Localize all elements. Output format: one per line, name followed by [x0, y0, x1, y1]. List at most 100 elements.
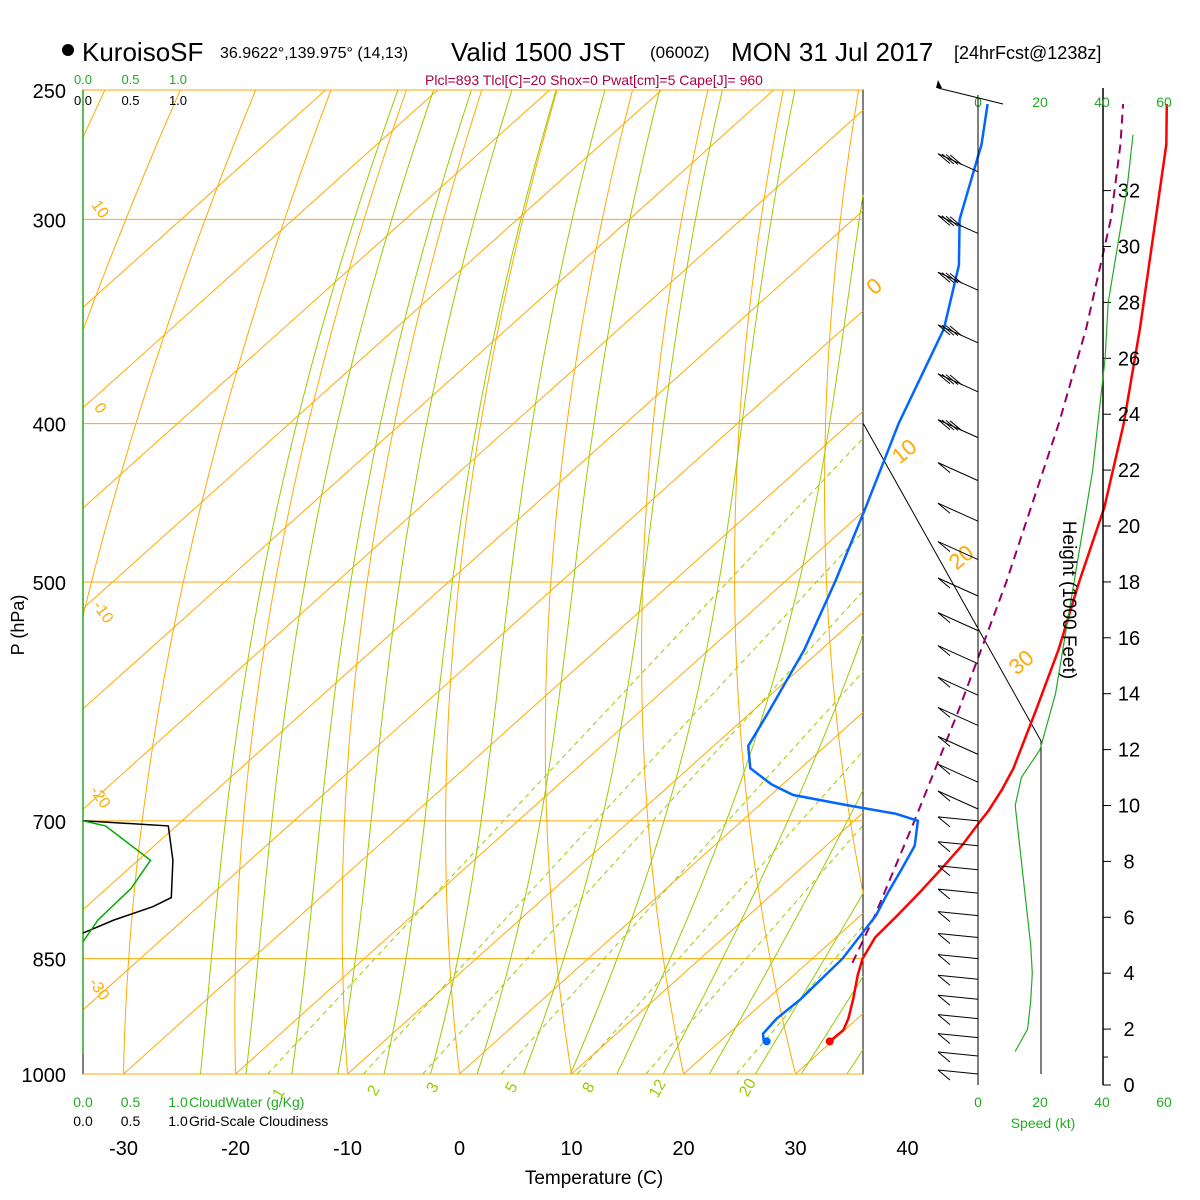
- mixing-ratio-line: [422, 590, 864, 1075]
- wind-barb-flag: [937, 1014, 951, 1026]
- station-name: KuroisoSF: [82, 37, 203, 67]
- wind-barb-flag: [945, 272, 959, 284]
- moist-adiabat-line: [662, 634, 864, 1075]
- height-tick-label: 18: [1118, 572, 1140, 594]
- cloudwater-bottom-tick: 1.0: [168, 1094, 188, 1110]
- dry-adiabat-line: [823, 89, 864, 893]
- parcel-line: [851, 104, 1125, 964]
- cloud-profile: [82, 820, 174, 943]
- isotherm-line: [459, 712, 864, 1075]
- temperature-tick-label: -30: [109, 1138, 138, 1160]
- mixing-ratio-label: 8: [580, 1080, 599, 1096]
- wind-barb: [937, 865, 979, 871]
- height-tick-label: 24: [1118, 404, 1140, 426]
- wind-barb: [937, 1051, 979, 1057]
- wind-barb-flag: [937, 790, 951, 802]
- wind-barb-flag: [937, 645, 951, 657]
- cloudiness-bottom-tick: 1.0: [168, 1113, 188, 1129]
- pressure-tick-label: 300: [33, 210, 66, 232]
- temperature-tick-label: -10: [333, 1138, 362, 1160]
- wind-barb-flag: [949, 216, 963, 227]
- height-tick-label: 28: [1118, 292, 1140, 314]
- cloudiness-bottom-tick: 0.5: [121, 1113, 141, 1129]
- moist-adiabat-line: [708, 789, 864, 1075]
- wind-barb-pennant: [936, 80, 942, 88]
- cloudiness-axis-title: Grid-Scale Cloudiness: [189, 1113, 328, 1129]
- wind-barb-flag: [941, 272, 955, 284]
- isotherm-line: [82, 210, 864, 910]
- wind-barb: [937, 706, 979, 726]
- wind-barb-flag: [945, 420, 959, 431]
- pressure-tick-label: 850: [33, 950, 66, 972]
- wind-barb-flag: [937, 153, 951, 165]
- isotherm-line: [82, 89, 326, 308]
- temperature-tick-label: 30: [784, 1138, 806, 1160]
- wind-barb: [937, 462, 979, 482]
- wind-barb: [937, 911, 979, 917]
- dry-adiabat-line: [734, 89, 796, 1075]
- temperature-tick-label: 10: [560, 1138, 582, 1160]
- valid-date: MON 31 Jul 2017: [731, 37, 933, 67]
- height-tick-label: 30: [1118, 237, 1140, 259]
- station-coords: 36.9622°,139.975° (14,13): [220, 45, 408, 62]
- wind-barb: [937, 954, 979, 960]
- temperature-tick-label: -20: [221, 1138, 250, 1160]
- moist-adiabat-line: [846, 1049, 864, 1075]
- moist-adiabat-line: [569, 89, 796, 1075]
- wind-barb-flag: [937, 974, 951, 986]
- height-tick-label: 26: [1118, 348, 1140, 370]
- sounding-profiles: [746, 103, 1169, 1046]
- isotherm-line: [123, 411, 864, 1075]
- temperature-tick-label: 40: [896, 1138, 918, 1160]
- dry-adiabat-label: -10: [89, 598, 116, 627]
- speed-bottom-tick: 40: [1094, 1094, 1110, 1110]
- temperature-axis-title: Temperature (C): [525, 1168, 663, 1189]
- wind-barb-flag: [937, 502, 951, 514]
- height-tick-label: 2: [1123, 1019, 1134, 1041]
- pressure-axis-title: P (hPa): [8, 595, 28, 656]
- wind-barb-flag: [937, 541, 951, 552]
- isotherm-line: [571, 812, 864, 1075]
- moist-adiabat-line: [291, 89, 472, 1075]
- wind-barb-flag: [941, 153, 955, 165]
- sounding-indices: Plcl=893 Tlcl[C]=20 Shox=0 Pwat[cm]=5 Ca…: [425, 72, 763, 88]
- wind-barb-flag: [941, 215, 955, 227]
- forecast-info: [24hrFcst@1238z]: [954, 43, 1101, 63]
- height-axis-title: Height (1000 Feet): [1058, 521, 1079, 679]
- height-tick-label: 8: [1123, 851, 1134, 873]
- wind-barb: [937, 735, 979, 755]
- wind-barb-flag: [941, 419, 955, 431]
- mixing-ratio-line: [645, 824, 864, 1075]
- grid-layer: [82, 89, 1042, 1075]
- cloudwater-top-tick: 0.0: [74, 72, 92, 87]
- cloudwater-bottom-tick: 0.0: [73, 1094, 93, 1110]
- station-dot-icon: [62, 44, 74, 56]
- wind-barb-flag: [945, 325, 959, 337]
- mixing-ratio-label: 12: [646, 1077, 670, 1101]
- cloudiness-bottom-tick: 0.0: [73, 1113, 93, 1129]
- pressure-tick-label: 1000: [22, 1065, 67, 1087]
- wind-barb-flag: [949, 325, 963, 337]
- wind-barb-flag: [937, 763, 951, 775]
- cloudiness-top-tick: 0.5: [121, 93, 139, 108]
- cloudwater-top-tick: 0.5: [121, 72, 139, 87]
- dry-adiabat-label: -30: [85, 975, 112, 1004]
- wind-barb-flag: [937, 271, 951, 283]
- moist-adiabat-line: [476, 89, 661, 1075]
- temperature-tick-label: 0: [454, 1138, 465, 1160]
- cloudwater-line: [82, 820, 152, 943]
- wind-barb: [937, 87, 1004, 105]
- wind-barb-flag: [937, 324, 951, 336]
- wind-barb-flag: [937, 1069, 951, 1081]
- isotherm-line: [235, 511, 864, 1075]
- wind-barb: [937, 816, 979, 822]
- wind-barb-flag: [937, 419, 951, 430]
- height-tick-label: 20: [1118, 516, 1140, 538]
- isotherm-line: [82, 89, 662, 609]
- wind-barb-flag: [937, 994, 951, 1006]
- valid-time: Valid 1500 JST: [451, 37, 626, 67]
- speed-top-tick: 20: [1032, 94, 1048, 110]
- height-tick-label: 22: [1118, 460, 1140, 482]
- isotherm-line: [82, 89, 550, 509]
